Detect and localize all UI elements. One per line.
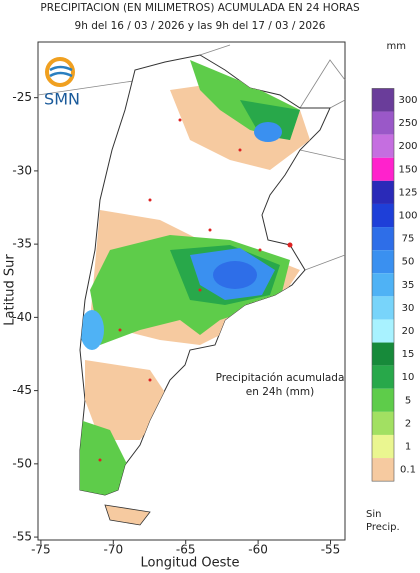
y-tick-label: -30 xyxy=(12,163,32,177)
x-tick-label: -55 xyxy=(321,543,341,557)
logo-text: SMN xyxy=(44,90,80,109)
legend-swatch xyxy=(372,458,394,482)
legend-swatch xyxy=(372,388,394,412)
legend-swatch xyxy=(372,434,394,459)
legend-swatch xyxy=(372,342,394,366)
legend-swatch xyxy=(372,227,394,251)
legend-label: 20 xyxy=(402,326,415,337)
legend-label: 250 xyxy=(398,118,417,129)
x-tick-label: -60 xyxy=(248,543,268,557)
legend-frame xyxy=(371,88,395,482)
legend-swatch xyxy=(372,411,394,435)
legend-label: 100 xyxy=(398,211,417,222)
legend-label: 35 xyxy=(402,280,415,291)
legend-label: 5 xyxy=(405,395,411,406)
legend-label: 2 xyxy=(405,418,411,429)
tierra-del-fuego xyxy=(104,504,151,526)
y-tick-label: -50 xyxy=(12,456,32,470)
legend-swatch xyxy=(372,365,394,389)
logo-waves xyxy=(49,65,73,78)
legend-swatch xyxy=(372,319,394,343)
legend-label: 75 xyxy=(402,234,415,245)
legend-swatch xyxy=(372,134,394,158)
legend-label: 0.1 xyxy=(400,465,416,476)
title: PRECIPITACION (EN MILIMETROS) ACUMULADA … xyxy=(40,2,360,14)
legend-label: 30 xyxy=(402,303,415,314)
x-tick-label: -65 xyxy=(176,543,196,557)
legend-label: 200 xyxy=(398,141,417,152)
legend-swatch xyxy=(372,180,394,204)
subtitle: 9h del 16 / 03 / 2026 y las 9h del 17 / … xyxy=(75,20,326,32)
legend-label: 10 xyxy=(402,372,415,383)
legend-label: 1 xyxy=(405,442,411,453)
legend-swatch xyxy=(372,157,394,181)
legend-swatch xyxy=(372,250,394,274)
y-tick-label: -45 xyxy=(12,383,32,397)
y-tick-label: -25 xyxy=(12,90,32,104)
x-tick-label: -75 xyxy=(31,543,51,557)
y-tick-label: -35 xyxy=(12,237,32,251)
y-axis-label: Latitud Sur xyxy=(3,254,18,326)
map: SMN xyxy=(37,41,346,541)
annotation: en 24h (mm) xyxy=(246,386,314,398)
legend-swatch xyxy=(372,296,394,320)
legend-label: 300 xyxy=(398,95,417,106)
legend-swatch xyxy=(372,273,394,297)
legend-swatch xyxy=(372,111,394,135)
legend-swatch xyxy=(372,203,394,228)
y-tick-label: -40 xyxy=(12,310,32,324)
x-tick-label: -70 xyxy=(103,543,123,557)
logo-ring xyxy=(45,57,75,87)
stations xyxy=(98,118,293,462)
annotation: Precipitación acumulada xyxy=(216,372,345,384)
legend-label: 150 xyxy=(398,164,417,175)
legend-no-data: Sin xyxy=(366,509,381,520)
legend-label: 15 xyxy=(402,349,415,360)
y-tick-label: -55 xyxy=(12,530,32,544)
legend-swatch xyxy=(372,88,394,112)
legend-label: 125 xyxy=(398,187,417,198)
x-axis-label: Longitud Oeste xyxy=(141,556,240,571)
legend-label: 50 xyxy=(402,257,415,268)
legend-unit: mm xyxy=(387,41,406,52)
legend-no-data: Precip. xyxy=(366,522,400,533)
